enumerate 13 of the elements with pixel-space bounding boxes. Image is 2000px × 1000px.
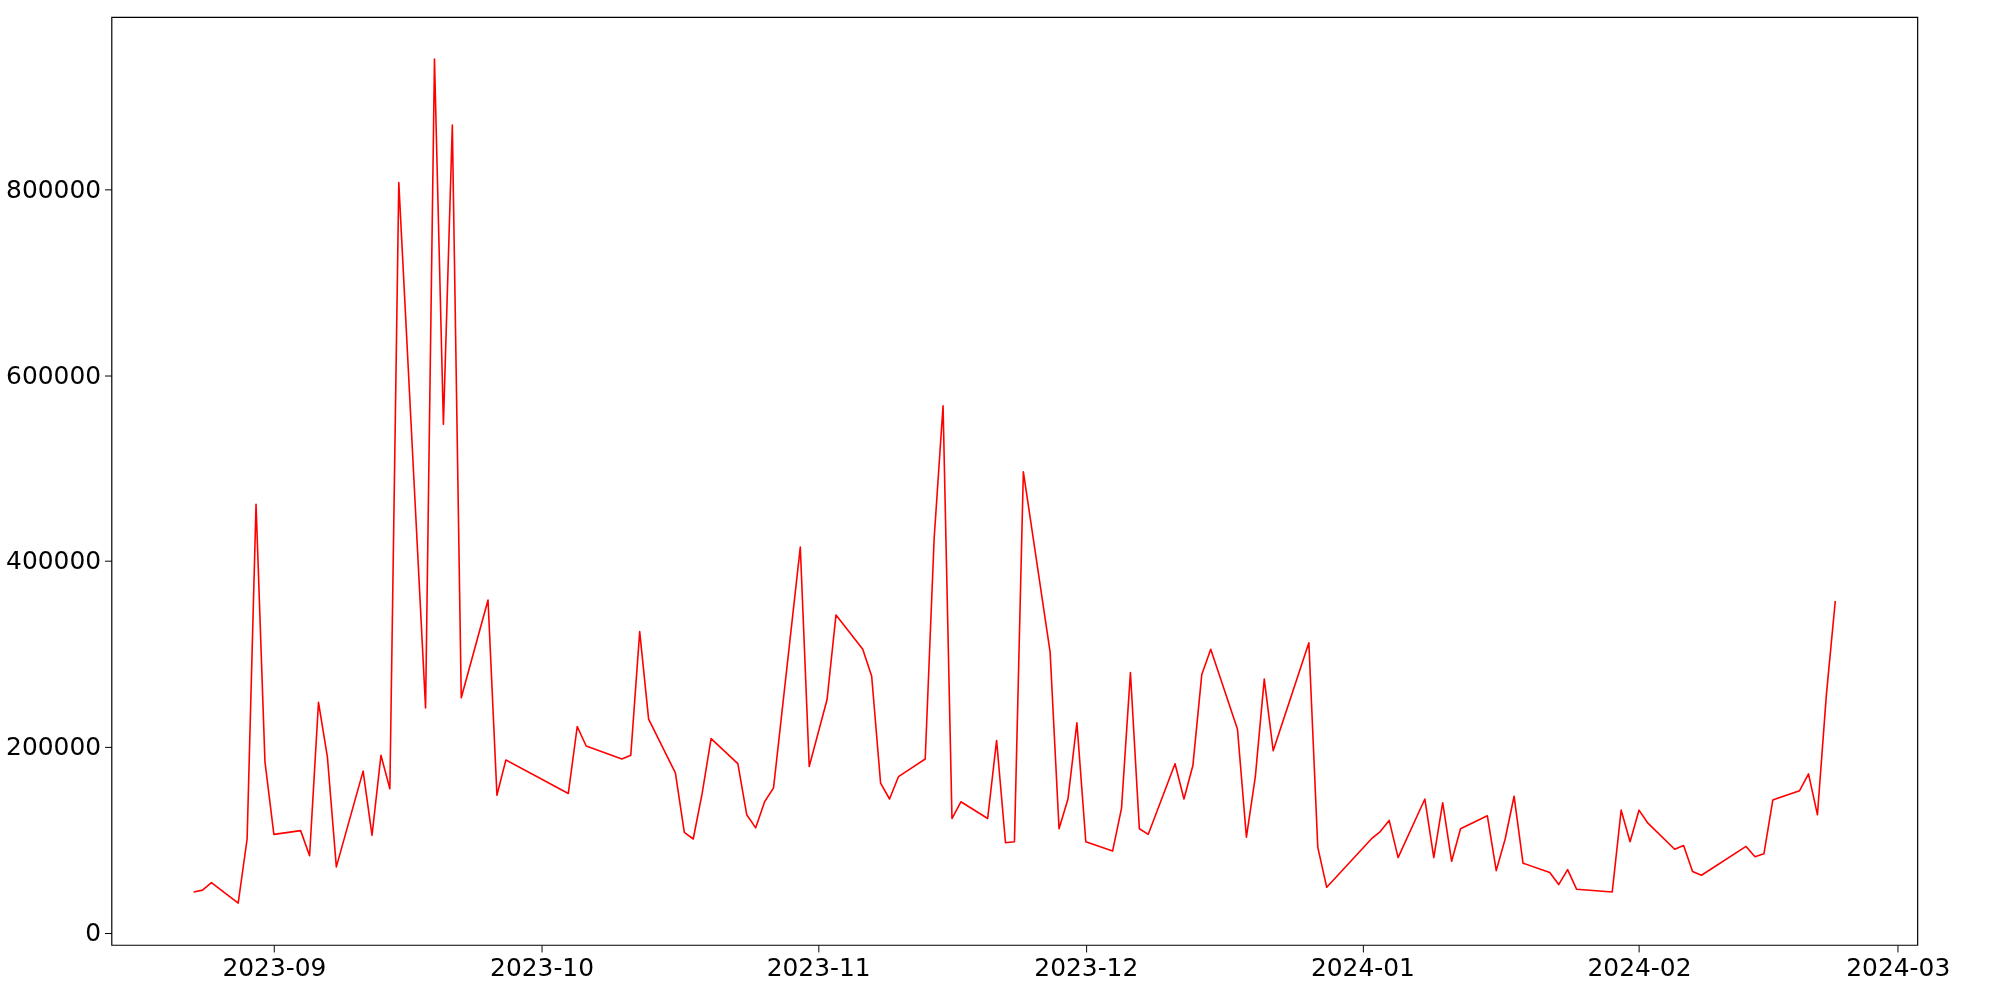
x-tick-label: 2023-09 [222, 953, 327, 983]
x-tick-label: 2023-12 [1034, 953, 1139, 983]
x-tick-label: 2024-03 [1846, 953, 1951, 983]
x-tick-label: 2024-01 [1310, 953, 1415, 983]
x-tick-label: 2024-02 [1587, 953, 1692, 983]
y-tick-label: 600000 [6, 360, 102, 390]
y-tick-label: 0 [85, 918, 102, 948]
y-tick-label: 200000 [6, 732, 102, 762]
y-tick-label: 800000 [6, 174, 102, 204]
line-series [192, 58, 1837, 904]
x-tick-label: 2023-11 [766, 953, 871, 983]
y-tick-label: 400000 [6, 546, 102, 576]
x-tick-label: 2023-10 [490, 953, 595, 983]
